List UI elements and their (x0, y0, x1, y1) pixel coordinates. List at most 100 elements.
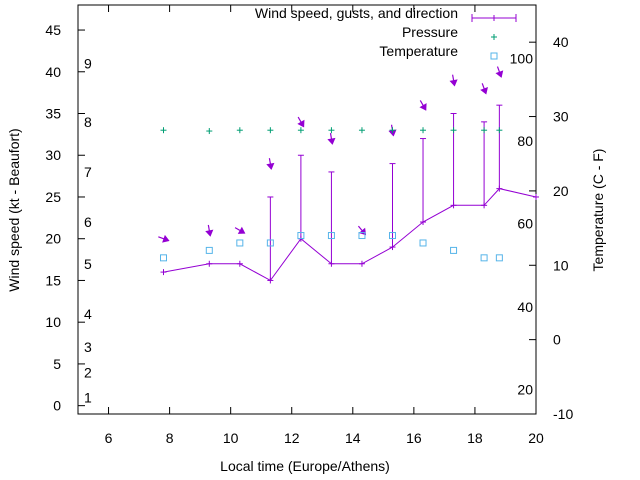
y-axis-label: Wind speed (kt - Beaufort) (6, 128, 22, 291)
beaufort-label: 3 (84, 339, 92, 355)
pressure-point (267, 127, 274, 134)
x-tick-label: 8 (166, 430, 174, 446)
fahrenheit-label: 40 (517, 299, 533, 315)
wind-direction-arrow (327, 133, 336, 145)
legend-sample-wind (471, 14, 517, 22)
wind-direction-arrow (234, 226, 246, 234)
plot-frame (77, 4, 537, 415)
x-tick-label: 18 (467, 430, 483, 446)
y-tick-label: 15 (45, 272, 61, 288)
y2-tick-label: 0 (553, 332, 561, 348)
wind-speed-point (236, 260, 243, 267)
beaufort-labels: 1 2 3 4 5 6 7 8 9 (84, 55, 92, 405)
temperature-point (327, 232, 335, 240)
beaufort-label: 6 (84, 214, 92, 230)
wind-speed-point (267, 277, 274, 284)
pressure-point (481, 127, 488, 134)
y-tick-label: 0 (53, 398, 61, 414)
wind-speed-point (496, 185, 503, 192)
wind-direction-arrow (480, 83, 488, 95)
beaufort-label: 2 (84, 364, 92, 380)
legend-label: Wind speed, gusts, and direction (255, 5, 458, 21)
pressure-point (420, 127, 427, 134)
wind-series (158, 66, 539, 284)
x-tick-label: 6 (105, 430, 113, 446)
wind-direction-arrow (266, 158, 275, 170)
x-axis-ticks: 6 8 10 12 14 16 18 20 (105, 5, 544, 446)
pressure-point (450, 127, 457, 134)
beaufort-label: 4 (84, 306, 92, 322)
y2-tick-label: 20 (553, 183, 569, 199)
temperature-point (450, 246, 458, 254)
legend-label: Pressure (402, 24, 458, 40)
pressure-point (358, 127, 365, 134)
y-axis-ticks: 0 5 10 15 20 25 30 35 40 45 (45, 22, 85, 414)
wind-speed-point (389, 244, 396, 251)
legend: Wind speed, gusts, and direction Pressure… (255, 5, 517, 60)
temperature-point (297, 232, 305, 240)
wind-speed-point (328, 260, 335, 267)
wind-speed-point (358, 260, 365, 267)
wind-direction-arrow (495, 66, 504, 78)
pressure-point (496, 127, 503, 134)
y-tick-label: 45 (45, 22, 61, 38)
wind-speed-point (481, 202, 488, 209)
y-tick-label: 5 (53, 356, 61, 372)
wind-speed-line (163, 188, 537, 282)
beaufort-label: 9 (84, 55, 92, 71)
wind-direction-arrow (357, 225, 367, 236)
fahrenheit-labels: 20 40 60 80 100 (510, 51, 534, 398)
wind-direction-arrow (449, 74, 458, 87)
beaufort-label: 1 (84, 389, 92, 405)
wind-direction-arrow (205, 224, 214, 237)
wind-direction-arrow (297, 116, 305, 128)
y2-tick-label: -10 (553, 406, 573, 422)
wind-speed-point (206, 260, 213, 267)
pressure-point (328, 127, 335, 134)
x-tick-label: 20 (528, 430, 544, 446)
y-tick-label: 20 (45, 231, 61, 247)
pressure-point (297, 127, 304, 134)
beaufort-label: 8 (84, 114, 92, 130)
x-tick-label: 10 (223, 430, 239, 446)
temperature-point (480, 254, 488, 262)
x-axis-label: Local time (Europe/Athens) (220, 458, 390, 474)
beaufort-label: 7 (84, 164, 92, 180)
temperature-point (388, 232, 396, 240)
pressure-point (389, 127, 396, 134)
temperature-point (205, 246, 213, 254)
y-tick-label: 10 (45, 314, 61, 330)
fahrenheit-label: 20 (517, 381, 533, 397)
y2-tick-label: 40 (553, 34, 569, 50)
y-tick-label: 40 (45, 64, 61, 80)
x-tick-label: 12 (284, 430, 300, 446)
fahrenheit-label: 80 (517, 133, 533, 149)
legend-sample-pressure (491, 34, 497, 40)
y2-tick-label: 30 (553, 109, 569, 125)
temperature-point (358, 232, 366, 240)
pressure-point (236, 127, 243, 134)
y2-tick-label: 10 (553, 257, 569, 273)
y2-axis-label: Temperature (C - F) (590, 149, 606, 272)
x-tick-label: 16 (406, 430, 422, 446)
pressure-point (206, 128, 213, 135)
fahrenheit-label: 60 (517, 216, 533, 232)
temperature-point (159, 254, 167, 262)
legend-sample-temperature (490, 52, 498, 60)
legend-label: Temperature (379, 43, 458, 59)
temperature-series (159, 232, 503, 262)
wind-speed-point (450, 202, 457, 209)
x-tick-label: 14 (345, 430, 361, 446)
wind-direction-arrow (419, 100, 427, 111)
pressure-point (160, 127, 167, 134)
temperature-point (236, 239, 244, 247)
wind-speed-point (160, 269, 167, 276)
temperature-point (266, 239, 274, 247)
wind-speed-point (420, 219, 427, 226)
pressure-series (160, 127, 503, 135)
y2-axis-ticks: -10 0 10 20 30 40 (529, 34, 573, 422)
y-tick-label: 35 (45, 106, 61, 122)
y-tick-label: 25 (45, 189, 61, 205)
beaufort-label: 5 (84, 256, 92, 272)
